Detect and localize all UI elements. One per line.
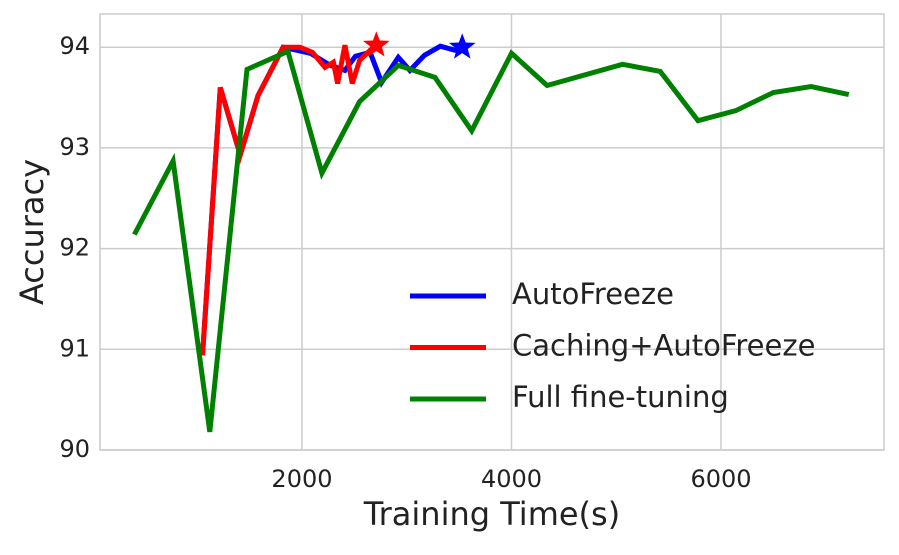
x-axis-label: Training Time(s) bbox=[363, 495, 620, 533]
y-tick-label: 93 bbox=[59, 133, 90, 161]
y-tick-label: 90 bbox=[59, 435, 90, 463]
x-tick-label: 2000 bbox=[271, 465, 332, 493]
series-line bbox=[200, 43, 378, 356]
x-tick-label: 4000 bbox=[481, 465, 542, 493]
legend-label: Caching+AutoFreeze bbox=[512, 329, 815, 363]
legend-label: Full fine-tuning bbox=[512, 380, 729, 414]
y-axis-label: Accuracy bbox=[13, 159, 51, 305]
y-tick-label: 92 bbox=[59, 234, 90, 262]
plot-area bbox=[99, 13, 885, 451]
series-line bbox=[132, 47, 850, 433]
x-tick-label: 6000 bbox=[690, 465, 751, 493]
legend-label: AutoFreeze bbox=[512, 277, 674, 311]
end-marker bbox=[448, 33, 476, 59]
y-tick-label: 91 bbox=[59, 334, 90, 362]
end-marker bbox=[363, 31, 390, 57]
y-tick-label: 94 bbox=[59, 32, 90, 60]
